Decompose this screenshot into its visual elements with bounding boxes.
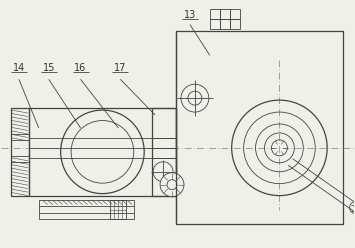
Circle shape xyxy=(61,110,144,194)
Text: 13: 13 xyxy=(184,10,196,20)
Bar xyxy=(110,200,126,219)
Bar xyxy=(210,19,220,29)
Bar xyxy=(29,108,176,196)
Text: 17: 17 xyxy=(114,63,126,73)
Bar xyxy=(11,108,29,196)
Text: 16: 16 xyxy=(75,63,87,73)
Text: 15: 15 xyxy=(43,63,55,73)
Bar xyxy=(152,108,176,196)
Bar xyxy=(220,9,230,19)
Circle shape xyxy=(71,121,134,183)
Bar xyxy=(210,9,220,19)
Circle shape xyxy=(153,162,173,182)
Bar xyxy=(230,19,240,29)
Circle shape xyxy=(160,173,184,197)
Bar xyxy=(176,31,343,224)
Bar xyxy=(39,200,134,219)
Bar xyxy=(220,19,230,29)
Text: 14: 14 xyxy=(13,63,25,73)
Bar xyxy=(230,9,240,19)
